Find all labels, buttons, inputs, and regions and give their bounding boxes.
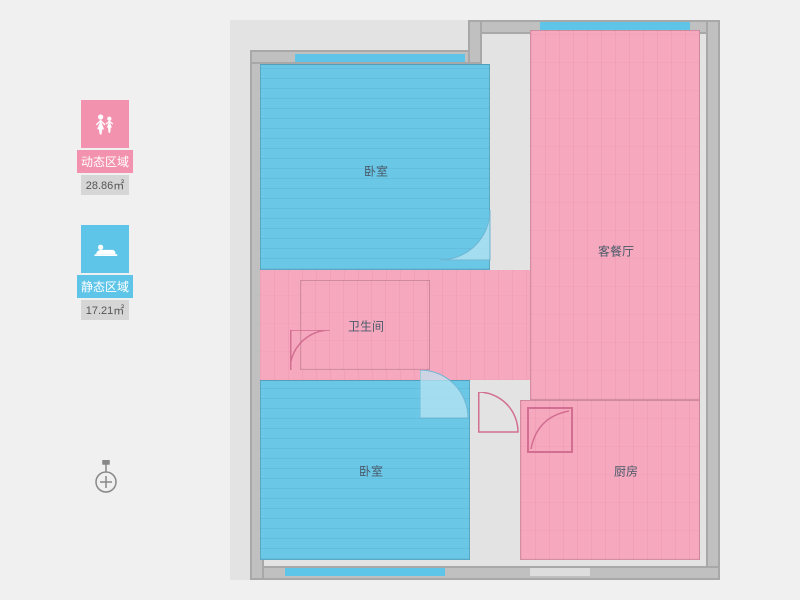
label-kitchen: 厨房 (614, 463, 638, 480)
legend-panel: 动态区域 28.86㎡ 静态区域 17.21㎡ (75, 100, 135, 350)
room-bath: 卫生间 (300, 280, 430, 370)
legend-dynamic: 动态区域 28.86㎡ (75, 100, 135, 195)
label-bed1: 卧室 (364, 163, 388, 180)
room-bed2: 卧室 (260, 380, 470, 560)
people-icon (81, 100, 129, 148)
legend-static-label: 静态区域 (77, 275, 133, 298)
sleep-icon (81, 225, 129, 273)
wall (706, 20, 720, 580)
room-bed1: 卧室 (260, 64, 490, 270)
label-living: 客餐厅 (598, 243, 634, 260)
floorplan: 客餐厅 厨房 卫生间 卧室 卧室 (230, 20, 720, 580)
window (285, 568, 445, 576)
counter-icon (527, 407, 573, 453)
wall (468, 20, 482, 64)
room-kitchen: 厨房 (520, 400, 700, 560)
legend-static: 静态区域 17.21㎡ (75, 225, 135, 320)
legend-dynamic-label: 动态区域 (77, 150, 133, 173)
label-bath: 卫生间 (348, 318, 384, 335)
window (530, 568, 590, 576)
label-bed2: 卧室 (359, 463, 383, 480)
door-icon (478, 392, 526, 440)
compass-icon (92, 460, 120, 496)
legend-dynamic-value: 28.86㎡ (81, 175, 129, 195)
legend-static-value: 17.21㎡ (81, 300, 129, 320)
window (540, 22, 690, 30)
room-living: 客餐厅 (530, 30, 700, 400)
window (295, 54, 465, 62)
